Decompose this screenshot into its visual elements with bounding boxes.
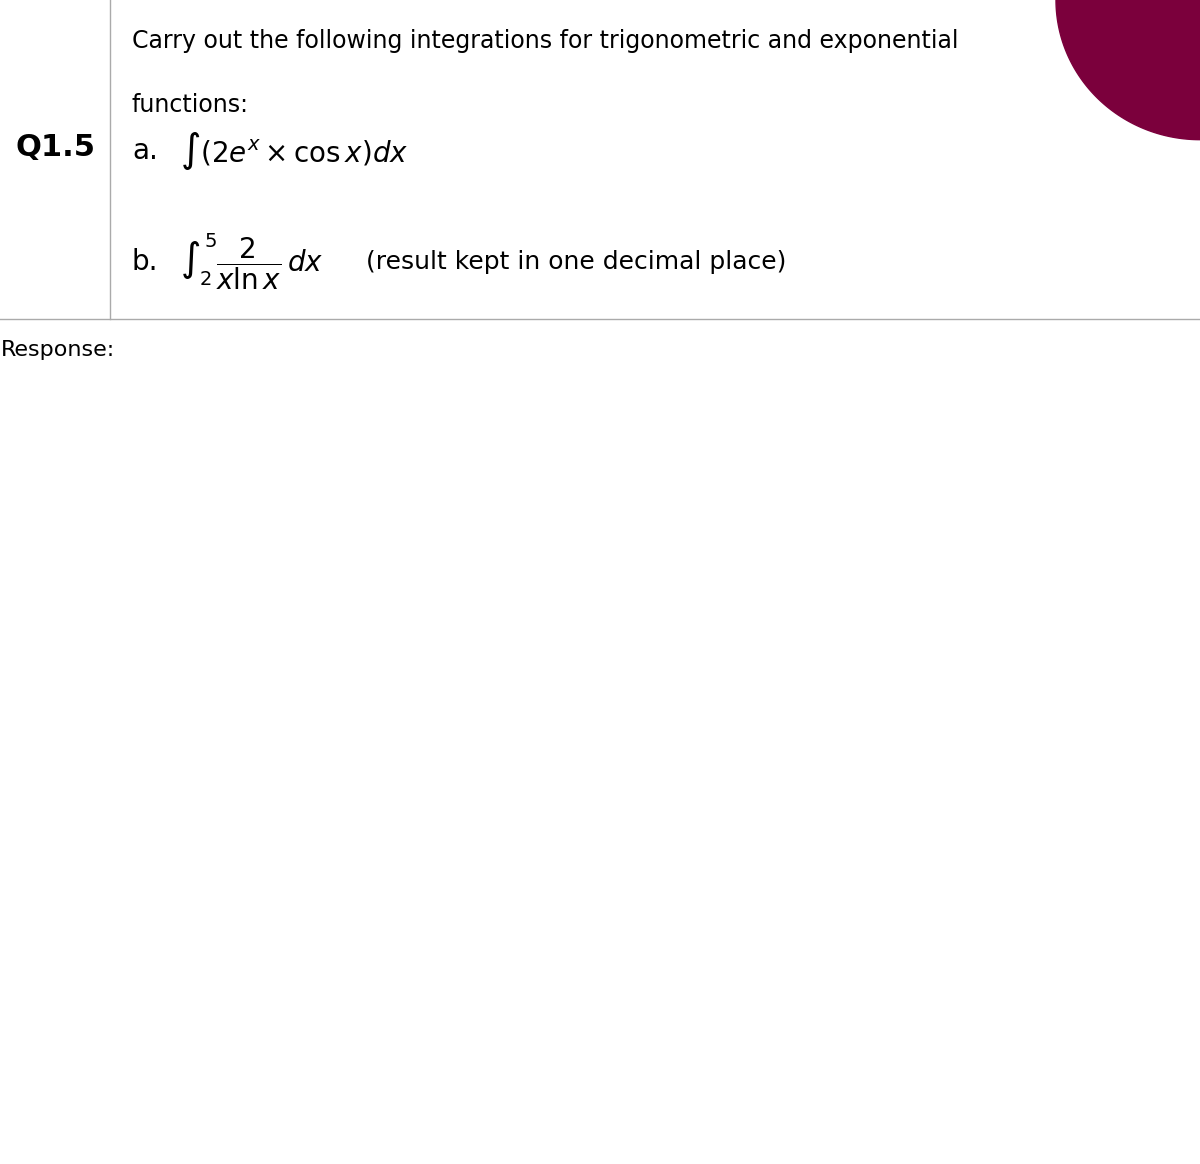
- Text: b.: b.: [132, 248, 158, 276]
- Text: Response:: Response:: [1, 340, 115, 360]
- Text: Q1.5: Q1.5: [16, 134, 95, 162]
- Text: Carry out the following integrations for trigonometric and exponential: Carry out the following integrations for…: [132, 29, 959, 54]
- Text: a.: a.: [132, 137, 158, 165]
- Text: $\int_2^5 \dfrac{2}{x\ln x}\,dx$: $\int_2^5 \dfrac{2}{x\ln x}\,dx$: [180, 232, 323, 292]
- Polygon shape: [1056, 0, 1200, 140]
- Text: $\int(2e^x \times \cos x)dx$: $\int(2e^x \times \cos x)dx$: [180, 130, 408, 172]
- Text: (result kept in one decimal place): (result kept in one decimal place): [358, 250, 786, 274]
- Text: functions:: functions:: [132, 93, 250, 118]
